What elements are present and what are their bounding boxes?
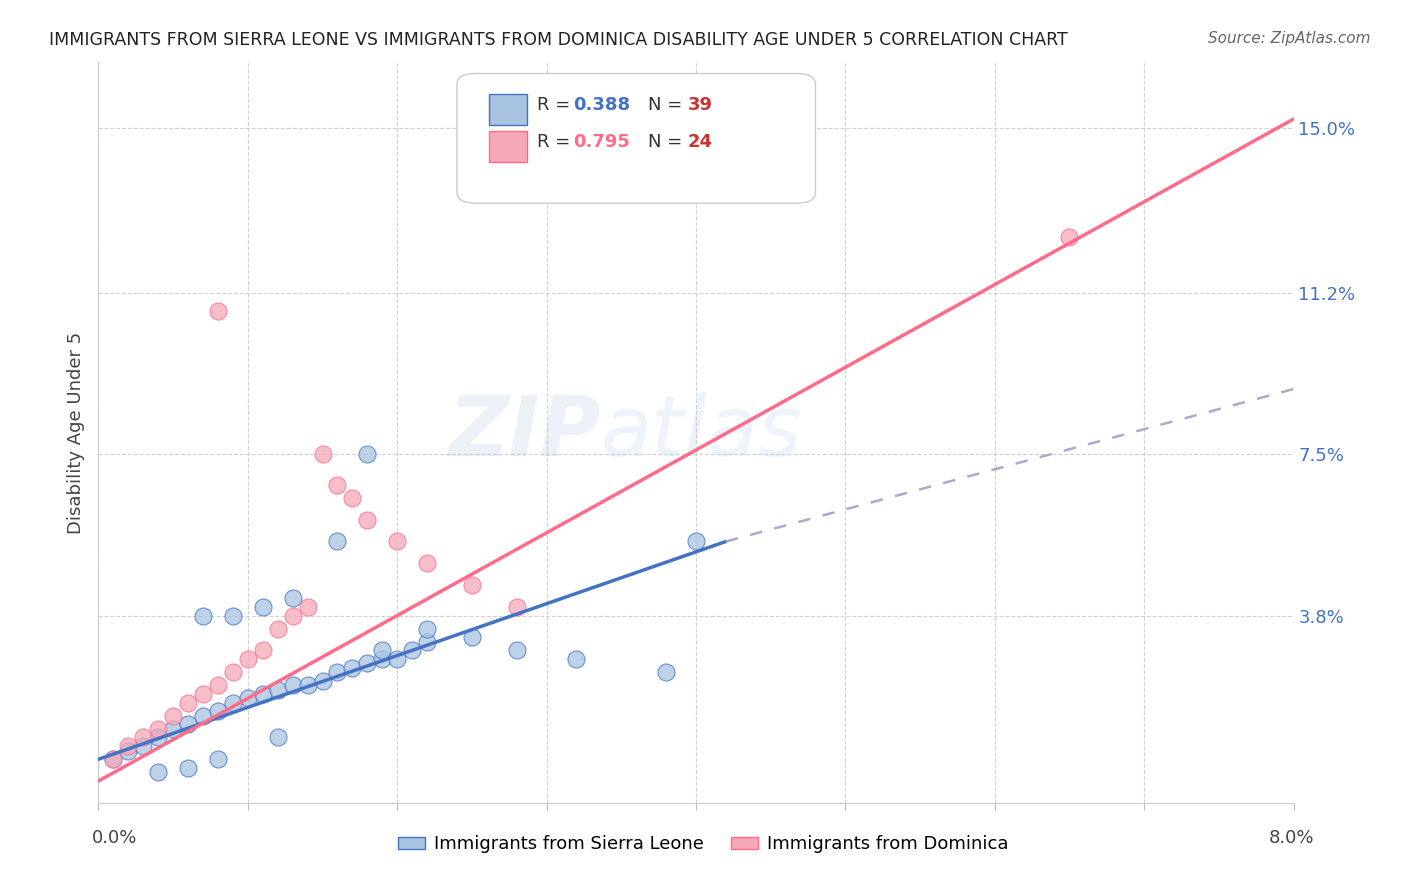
Point bbox=[461, 630, 484, 644]
Point bbox=[207, 704, 229, 718]
Point bbox=[222, 696, 245, 710]
Point bbox=[506, 599, 529, 614]
Point bbox=[117, 743, 139, 757]
Point bbox=[252, 599, 274, 614]
Text: R =: R = bbox=[537, 134, 576, 152]
Point bbox=[416, 634, 439, 648]
Point bbox=[297, 599, 319, 614]
Point bbox=[177, 696, 200, 710]
Point bbox=[281, 608, 304, 623]
Point bbox=[326, 665, 349, 680]
Point bbox=[356, 447, 378, 461]
Point bbox=[191, 687, 214, 701]
Point bbox=[565, 652, 588, 666]
Point bbox=[191, 708, 214, 723]
Point bbox=[132, 731, 155, 745]
Point bbox=[506, 643, 529, 657]
Text: IMMIGRANTS FROM SIERRA LEONE VS IMMIGRANTS FROM DOMINICA DISABILITY AGE UNDER 5 : IMMIGRANTS FROM SIERRA LEONE VS IMMIGRAN… bbox=[49, 31, 1069, 49]
Point bbox=[356, 513, 378, 527]
Point bbox=[267, 682, 290, 697]
FancyBboxPatch shape bbox=[489, 95, 527, 126]
Point bbox=[385, 652, 409, 666]
Point bbox=[311, 673, 333, 688]
Point bbox=[252, 687, 274, 701]
Point bbox=[148, 722, 170, 736]
Point bbox=[416, 622, 439, 636]
Text: 8.0%: 8.0% bbox=[1270, 829, 1315, 847]
Point bbox=[148, 765, 170, 780]
Point bbox=[685, 534, 707, 549]
Point bbox=[416, 556, 439, 570]
Point bbox=[207, 303, 229, 318]
Point bbox=[222, 665, 245, 680]
Point bbox=[252, 643, 274, 657]
Point bbox=[177, 761, 200, 775]
Point bbox=[267, 731, 290, 745]
Point bbox=[281, 678, 304, 692]
Point bbox=[281, 591, 304, 606]
Point bbox=[132, 739, 155, 754]
Text: atlas: atlas bbox=[600, 392, 801, 473]
Point bbox=[342, 661, 364, 675]
Point bbox=[117, 739, 139, 754]
FancyBboxPatch shape bbox=[489, 131, 527, 162]
Point bbox=[162, 722, 184, 736]
Point bbox=[461, 578, 484, 592]
Point bbox=[311, 447, 333, 461]
Point bbox=[177, 717, 200, 731]
Point bbox=[326, 534, 349, 549]
Text: N =: N = bbox=[648, 96, 688, 114]
Point bbox=[103, 752, 125, 766]
Point bbox=[655, 665, 678, 680]
Point bbox=[326, 478, 349, 492]
Text: 24: 24 bbox=[688, 134, 713, 152]
Point bbox=[297, 678, 319, 692]
Point bbox=[342, 491, 364, 505]
Point bbox=[103, 752, 125, 766]
Text: 0.795: 0.795 bbox=[572, 134, 630, 152]
Point bbox=[371, 652, 394, 666]
Text: Source: ZipAtlas.com: Source: ZipAtlas.com bbox=[1208, 31, 1371, 46]
Legend: Immigrants from Sierra Leone, Immigrants from Dominica: Immigrants from Sierra Leone, Immigrants… bbox=[391, 829, 1015, 861]
Point bbox=[356, 657, 378, 671]
Point bbox=[267, 622, 290, 636]
Text: ZIP: ZIP bbox=[447, 392, 600, 473]
Point bbox=[236, 652, 259, 666]
Point bbox=[207, 678, 229, 692]
Text: N =: N = bbox=[648, 134, 688, 152]
Point bbox=[371, 643, 394, 657]
Point bbox=[148, 731, 170, 745]
Point bbox=[236, 691, 259, 706]
Y-axis label: Disability Age Under 5: Disability Age Under 5 bbox=[66, 332, 84, 533]
Point bbox=[1059, 229, 1081, 244]
Point bbox=[162, 708, 184, 723]
Point bbox=[385, 534, 409, 549]
Text: 0.0%: 0.0% bbox=[91, 829, 136, 847]
Point bbox=[222, 608, 245, 623]
Point bbox=[207, 752, 229, 766]
Text: 39: 39 bbox=[688, 96, 713, 114]
Text: 0.388: 0.388 bbox=[572, 96, 630, 114]
Point bbox=[191, 608, 214, 623]
FancyBboxPatch shape bbox=[457, 73, 815, 203]
Text: R =: R = bbox=[537, 96, 576, 114]
Point bbox=[401, 643, 423, 657]
